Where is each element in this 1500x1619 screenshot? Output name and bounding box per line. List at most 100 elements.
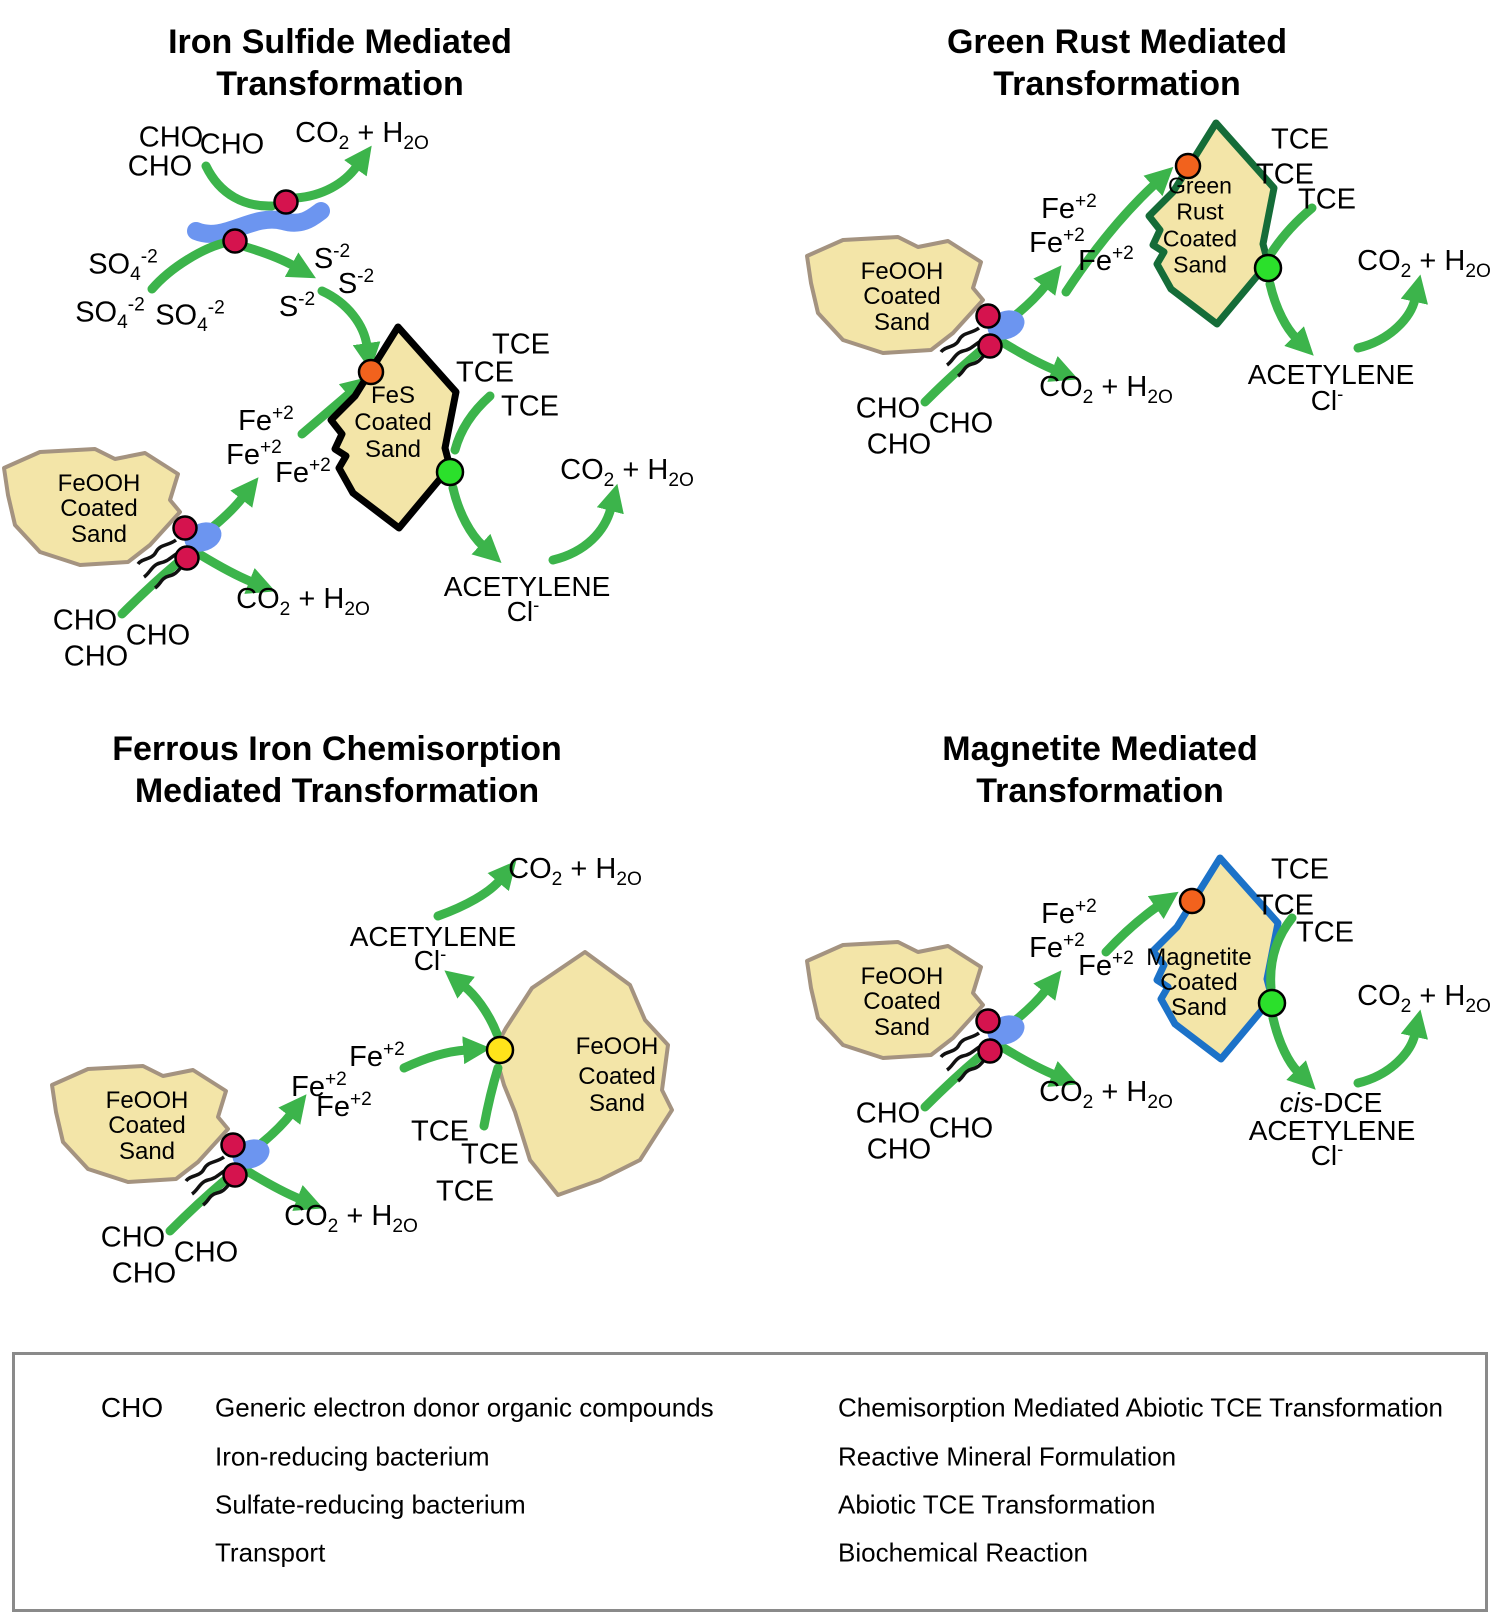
panel-green-rust-shapes: [807, 123, 1429, 402]
tce-in-arrow: [1267, 203, 1317, 257]
legend-label: Generic electron donor organic compounds: [215, 1392, 714, 1423]
panel-magnetite-shapes: [807, 858, 1429, 1107]
co2-h2o-label: CO2 + H2O: [295, 117, 429, 154]
acetylene-label: ACETYLENE: [349, 921, 517, 952]
panel-title: Green Rust Mediated: [946, 23, 1288, 61]
legend-label: Biochemical Reaction: [838, 1537, 1089, 1568]
panel-title: Mediated Transformation: [134, 772, 540, 810]
tce-in-arrow: [479, 1063, 503, 1131]
panel-title: Transformation: [993, 65, 1241, 103]
red-dot-biochemical-reaction: [273, 189, 299, 215]
rock-label: Sand: [873, 309, 931, 336]
mineral-label: Coated: [1162, 225, 1238, 252]
acetylene-label: ACETYLENE: [443, 571, 611, 602]
rock-label: Coated: [863, 988, 941, 1015]
rock-label: Sand: [118, 1138, 176, 1165]
legend-label: Reactive Mineral Formulation: [838, 1441, 1177, 1472]
rock-label: Coated: [578, 1063, 656, 1090]
transport-arrow: [241, 242, 316, 279]
legend-label: Sulfate-reducing bacterium: [215, 1489, 526, 1520]
sulfide-label: S-2: [337, 266, 375, 300]
ferrous-label: Fe+2: [238, 403, 294, 437]
co2-h2o-label: CO2 + H2O: [508, 853, 642, 890]
tce-label: TCE: [436, 1175, 494, 1208]
transport-arrow: [317, 286, 381, 371]
tce-label: TCE: [501, 390, 559, 423]
product-out-arrow: [1268, 1013, 1316, 1090]
chloride-label: Cl-: [1310, 382, 1344, 417]
tce-label: TCE: [456, 356, 514, 389]
transport-arrow: [1353, 274, 1429, 353]
ferrous-label: Fe+2: [1041, 191, 1097, 225]
panel-title: Iron Sulfide Mediated: [168, 23, 512, 61]
rock-label: Coated: [108, 1112, 186, 1139]
acetylene-label: ACETYLENE: [1247, 359, 1415, 390]
transport-arrow: [147, 238, 229, 294]
chloride-label: Cl-: [413, 942, 447, 977]
panel-title: Magnetite Mediated: [942, 730, 1258, 768]
tce-label: TCE: [1256, 889, 1314, 922]
rock-label: Sand: [70, 521, 128, 548]
legend: [12, 1352, 1488, 1612]
cho-label: CHO: [866, 428, 932, 461]
panel-title: Transformation: [976, 772, 1224, 810]
mineral-label: Sand: [364, 436, 422, 463]
cho-label: CHO: [855, 392, 921, 425]
panel-title: Transformation: [216, 65, 464, 103]
transport-arrow: [1101, 891, 1179, 957]
sulfate-reducing-bacterium: [187, 202, 330, 243]
orange-dot-reactive-mineral: [1174, 152, 1202, 180]
sulfate-label: SO4-2: [75, 294, 145, 334]
rock-label: Coated: [863, 283, 941, 310]
cho-label: CHO: [52, 604, 118, 637]
ferrous-label: Fe+2: [1029, 930, 1085, 964]
mineral-label: Magnetite: [1146, 944, 1252, 971]
product-out-arrow: [444, 970, 502, 1039]
ferrous-label: Fe+2: [1041, 896, 1097, 930]
co2-h2o-label: CO2 + H2O: [560, 454, 694, 491]
panel-title: Ferrous Iron Chemisorption: [112, 730, 562, 768]
mineral-label: Rust: [1176, 198, 1224, 225]
rock-label: Coated: [60, 495, 138, 522]
cho-label: CHO: [100, 1221, 166, 1254]
cho-label: CHO: [125, 619, 191, 652]
co2-h2o-label: CO2 + H2O: [1039, 1076, 1173, 1113]
cho-label: CHO: [173, 1236, 239, 1269]
cho-label: CHO: [138, 121, 204, 154]
panel-iron-sulfide-shapes: [4, 145, 624, 614]
transport-arrow: [291, 145, 372, 203]
rock-label: FeOOH: [57, 470, 141, 497]
transport-arrow: [433, 860, 517, 921]
cho-label: CHO: [127, 150, 193, 183]
acetylene-label: ACETYLENE: [1248, 1115, 1416, 1146]
cho-label: CHO: [199, 128, 265, 161]
ferrous-label: Fe+2: [1078, 948, 1134, 982]
tce-label: TCE: [1296, 916, 1354, 949]
orange-dot-reactive-mineral: [1178, 887, 1206, 915]
tce-label: TCE: [1271, 123, 1329, 156]
green-dot-abiotic-tce: [1253, 253, 1283, 283]
green-dot-abiotic-tce: [1257, 988, 1287, 1018]
ferrous-label: Fe+2: [226, 437, 282, 471]
mineral-label: Sand: [1170, 994, 1228, 1021]
tce-label: TCE: [492, 328, 550, 361]
rock-label: FeOOH: [860, 258, 944, 285]
legend-label: Abiotic TCE Transformation: [838, 1489, 1156, 1520]
yellow-dot-chemisorption: [485, 1035, 515, 1065]
tce-in-arrow: [1266, 913, 1297, 993]
sulfate-label: SO4-2: [88, 246, 158, 286]
cho-label: CHO: [855, 1097, 921, 1130]
tce-label: TCE: [1298, 183, 1356, 216]
legend-label: Chemisorption Mediated Abiotic TCE Trans…: [838, 1392, 1444, 1423]
mineral-label: Coated: [1160, 969, 1238, 996]
sulfide-label: S-2: [278, 289, 316, 323]
chloride-label: Cl-: [1310, 1137, 1344, 1172]
product-out-arrow: [448, 483, 502, 563]
co2-h2o-label: CO2 + H2O: [284, 1200, 418, 1237]
ferrous-label: Fe+2: [291, 1069, 347, 1103]
mineral-label: FeS: [370, 382, 416, 409]
sulfide-label: S-2: [313, 241, 351, 275]
legend-label: Transport: [215, 1537, 326, 1568]
cho-symbol: CHO: [100, 1392, 164, 1423]
